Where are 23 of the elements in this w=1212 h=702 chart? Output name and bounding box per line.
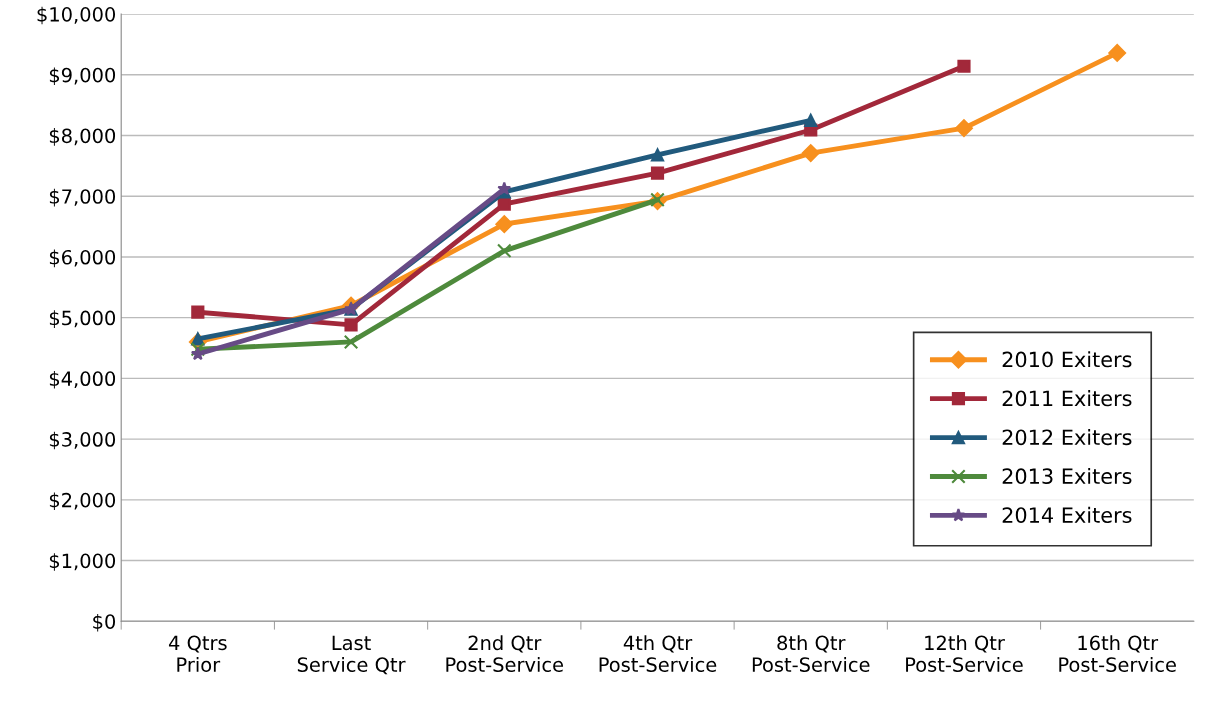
y-tick-label: $8,000 — [49, 128, 116, 146]
x-tick-label: 8th Qtr Post-Service — [752, 635, 870, 672]
legend-label: 2012 Exiters — [1002, 429, 1132, 446]
legend-label: 2011 Exiters — [1002, 390, 1132, 407]
legend-label: 2014 Exiters — [1002, 506, 1132, 523]
y-tick-label: $10,000 — [37, 6, 116, 25]
y-tick-label: $6,000 — [49, 249, 116, 268]
y-tick-label: $5,000 — [49, 310, 116, 328]
y-tick-label: $3,000 — [49, 431, 116, 450]
x-tick-label: 4 Qtrs Prior — [168, 635, 227, 672]
x-tick-label: 2nd Qtr Post-Service — [446, 635, 564, 672]
x-tick-label: 16th Qtr Post-Service — [1059, 635, 1176, 672]
y-tick-label: $9,000 — [49, 67, 116, 86]
y-tick-label: $4,000 — [49, 370, 116, 389]
y-tick-label: $0 — [93, 613, 116, 632]
x-tick-label: Last Service Qtr — [297, 635, 406, 675]
x-tick-label: 12th Qtr Post-Service — [906, 635, 1023, 672]
legend-label: 2010 Exiters — [1002, 351, 1132, 368]
x-tick-label: 4th Qtr Post-Service — [599, 635, 717, 672]
y-tick-label: $2,000 — [49, 492, 116, 511]
y-tick-label: $7,000 — [49, 188, 116, 207]
legend-label: 2013 Exiters — [1002, 467, 1132, 485]
y-tick-label: $1,000 — [49, 553, 116, 571]
